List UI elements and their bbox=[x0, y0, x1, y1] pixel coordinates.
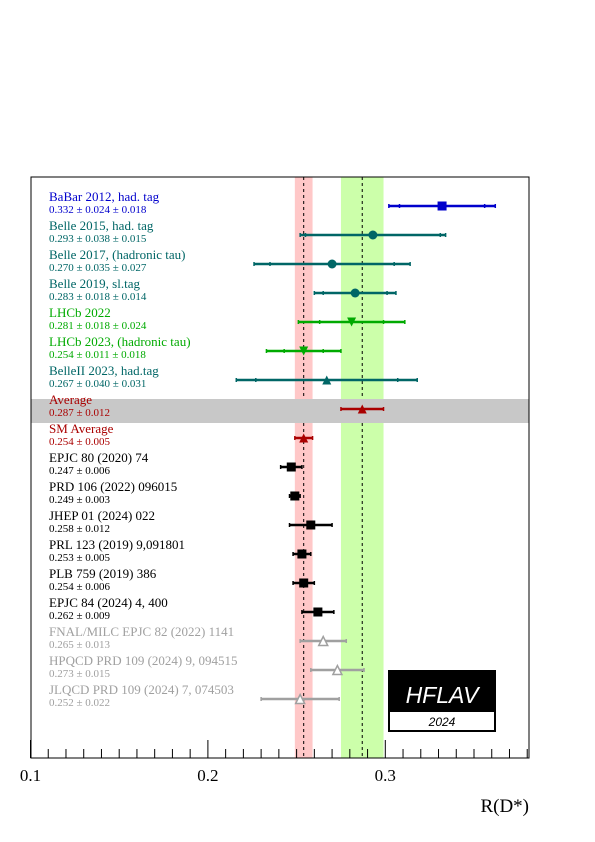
marker-16 bbox=[331, 663, 344, 676]
x-axis-ticks: 0.1 0.2 0.3 bbox=[20, 740, 528, 785]
marker-5 bbox=[299, 346, 309, 356]
entry-value-5: 0.254 ± 0.011 ± 0.018 bbox=[49, 349, 146, 361]
marker-4 bbox=[347, 317, 357, 327]
logo-year: 2024 bbox=[428, 715, 456, 729]
entry-value-16: 0.273 ± 0.015 bbox=[49, 668, 111, 680]
entry-label-15: FNAL/MILC EPJC 82 (2022) 1141 bbox=[49, 624, 234, 639]
entry-value-0: 0.332 ± 0.024 ± 0.018 bbox=[49, 204, 147, 216]
entry-label-16: HPQCD PRD 109 (2024) 9, 094515 bbox=[49, 653, 238, 668]
entry-value-15: 0.265 ± 0.013 bbox=[49, 639, 111, 651]
average-row-band bbox=[31, 399, 529, 423]
entry-label-3: Belle 2019, sl.tag bbox=[49, 276, 140, 291]
entry-label-17: JLQCD PRD 109 (2024) 7, 074503 bbox=[49, 682, 234, 697]
entry-value-11: 0.258 ± 0.012 bbox=[49, 523, 110, 535]
marker-12 bbox=[297, 549, 307, 559]
entry-label-1: Belle 2015, had. tag bbox=[49, 218, 154, 233]
tick-label-0: 0.1 bbox=[20, 766, 41, 785]
entry-value-10: 0.249 ± 0.003 bbox=[49, 494, 111, 506]
entry-value-17: 0.252 ± 0.022 bbox=[49, 697, 110, 709]
entry-label-7: Average bbox=[49, 392, 92, 407]
logo-name: HFLAV bbox=[406, 682, 482, 708]
entry-value-3: 0.283 ± 0.018 ± 0.014 bbox=[49, 291, 147, 303]
entry-value-9: 0.247 ± 0.006 bbox=[49, 465, 111, 477]
marker-13 bbox=[299, 578, 309, 588]
marker-2 bbox=[327, 259, 337, 269]
logo-year-box bbox=[390, 712, 494, 730]
marker-6 bbox=[322, 375, 332, 385]
entry-label-4: LHCb 2022 bbox=[49, 305, 111, 320]
marker-0 bbox=[437, 201, 447, 211]
entry-value-8: 0.254 ± 0.005 bbox=[49, 436, 111, 448]
marker-1 bbox=[368, 230, 378, 240]
marker-15 bbox=[317, 634, 329, 647]
hflav-logo: HFLAV 2024 bbox=[388, 670, 496, 732]
marker-14 bbox=[313, 607, 323, 617]
entry-value-6: 0.267 ± 0.040 ± 0.031 bbox=[49, 378, 146, 390]
entry-label-10: PRD 106 (2022) 096015 bbox=[49, 479, 177, 494]
entry-label-0: BaBar 2012, had. tag bbox=[49, 189, 160, 204]
average-highlight-band bbox=[31, 399, 529, 423]
entry-value-14: 0.262 ± 0.009 bbox=[49, 610, 111, 622]
entry-label-9: EPJC 80 (2020) 74 bbox=[49, 450, 149, 465]
tick-label-2: 0.3 bbox=[375, 766, 396, 785]
plot-frame bbox=[30, 176, 530, 759]
entry-label-8: SM Average bbox=[49, 421, 114, 436]
marker-11 bbox=[306, 520, 316, 530]
entry-label-13: PLB 759 (2019) 386 bbox=[49, 566, 157, 581]
entry-label-5: LHCb 2023, (hadronic tau) bbox=[49, 334, 191, 349]
tick-label-1: 0.2 bbox=[197, 766, 218, 785]
entry-value-1: 0.293 ± 0.038 ± 0.015 bbox=[49, 233, 147, 245]
measurement-marks bbox=[235, 201, 497, 705]
entry-label-11: JHEP 01 (2024) 022 bbox=[49, 508, 155, 523]
entry-label-14: EPJC 84 (2024) 4, 400 bbox=[49, 595, 168, 610]
marker-7 bbox=[357, 404, 367, 414]
marker-3 bbox=[350, 288, 360, 298]
entry-value-7: 0.287 ± 0.012 bbox=[49, 407, 110, 419]
x-axis-label: R(D*) bbox=[480, 796, 529, 817]
entry-label-12: PRL 123 (2019) 9,091801 bbox=[49, 537, 185, 552]
entry-value-13: 0.254 ± 0.006 bbox=[49, 581, 111, 593]
entry-value-2: 0.270 ± 0.035 ± 0.027 bbox=[49, 262, 147, 274]
entry-label-2: Belle 2017, (hadronic tau) bbox=[49, 247, 185, 262]
marker-17 bbox=[294, 692, 306, 705]
marker-9 bbox=[286, 462, 296, 472]
entry-label-6: BelleII 2023, had.tag bbox=[49, 363, 159, 378]
entry-value-4: 0.281 ± 0.018 ± 0.024 bbox=[49, 320, 147, 332]
marker-8 bbox=[299, 433, 309, 443]
marker-10 bbox=[290, 491, 300, 501]
entry-value-12: 0.253 ± 0.005 bbox=[49, 552, 111, 564]
